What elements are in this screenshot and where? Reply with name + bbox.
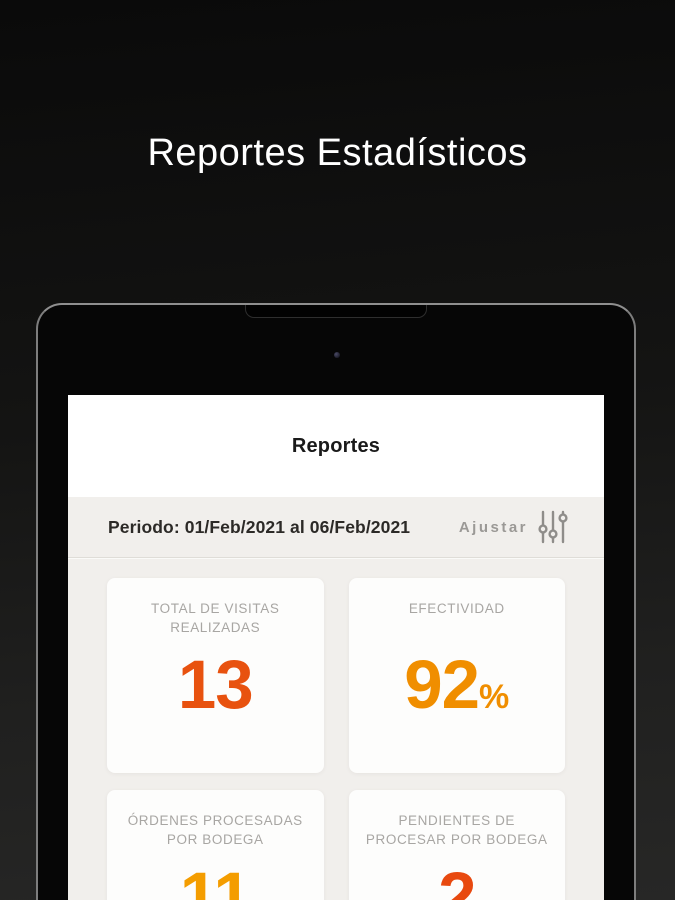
- adjust-button[interactable]: Ajustar: [459, 510, 568, 544]
- card-efectividad: EFECTIVIDAD 92%: [348, 578, 565, 773]
- card-label: TOTAL DE VISITAS REALIZADAS: [151, 601, 280, 635]
- tablet-frame: Reportes Periodo: 01/Feb/2021 al 06/Feb/…: [36, 303, 636, 900]
- card-label: PENDIENTES DE PROCESAR POR BODEGA: [365, 813, 548, 847]
- card-ordenes-procesadas: ÓRDENES PROCESADAS POR BODEGA 11: [107, 790, 324, 900]
- card-label: EFECTIVIDAD: [408, 601, 505, 616]
- page-title: Reportes Estadísticos: [147, 132, 528, 174]
- card-total-visitas: TOTAL DE VISITAS REALIZADAS 13: [107, 578, 324, 773]
- app-header: Reportes: [68, 395, 604, 497]
- app-screen: Reportes Periodo: 01/Feb/2021 al 06/Feb/…: [68, 395, 604, 900]
- front-camera-icon: [334, 352, 340, 358]
- app-header-title: Reportes: [291, 434, 381, 457]
- card-value: 11: [179, 858, 252, 900]
- card-value: 2: [438, 858, 476, 900]
- adjust-button-label: Ajustar: [458, 518, 528, 536]
- period-bar: Periodo: 01/Feb/2021 al 06/Feb/2021 Ajus…: [68, 497, 604, 558]
- card-value: 92%: [404, 646, 510, 723]
- stats-card-grid: TOTAL DE VISITAS REALIZADAS 13 EFECTIVID…: [68, 558, 604, 900]
- period-label: Periodo: 01/Feb/2021 al 06/Feb/2021: [108, 516, 411, 537]
- bezel-notch: [245, 305, 427, 318]
- card-value: 13: [177, 646, 254, 723]
- vertical-sliders-icon: [538, 510, 568, 544]
- card-pendientes-procesar: PENDIENTES DE PROCESAR POR BODEGA 2: [348, 790, 565, 900]
- card-label: ÓRDENES PROCESADAS POR BODEGA: [127, 813, 303, 847]
